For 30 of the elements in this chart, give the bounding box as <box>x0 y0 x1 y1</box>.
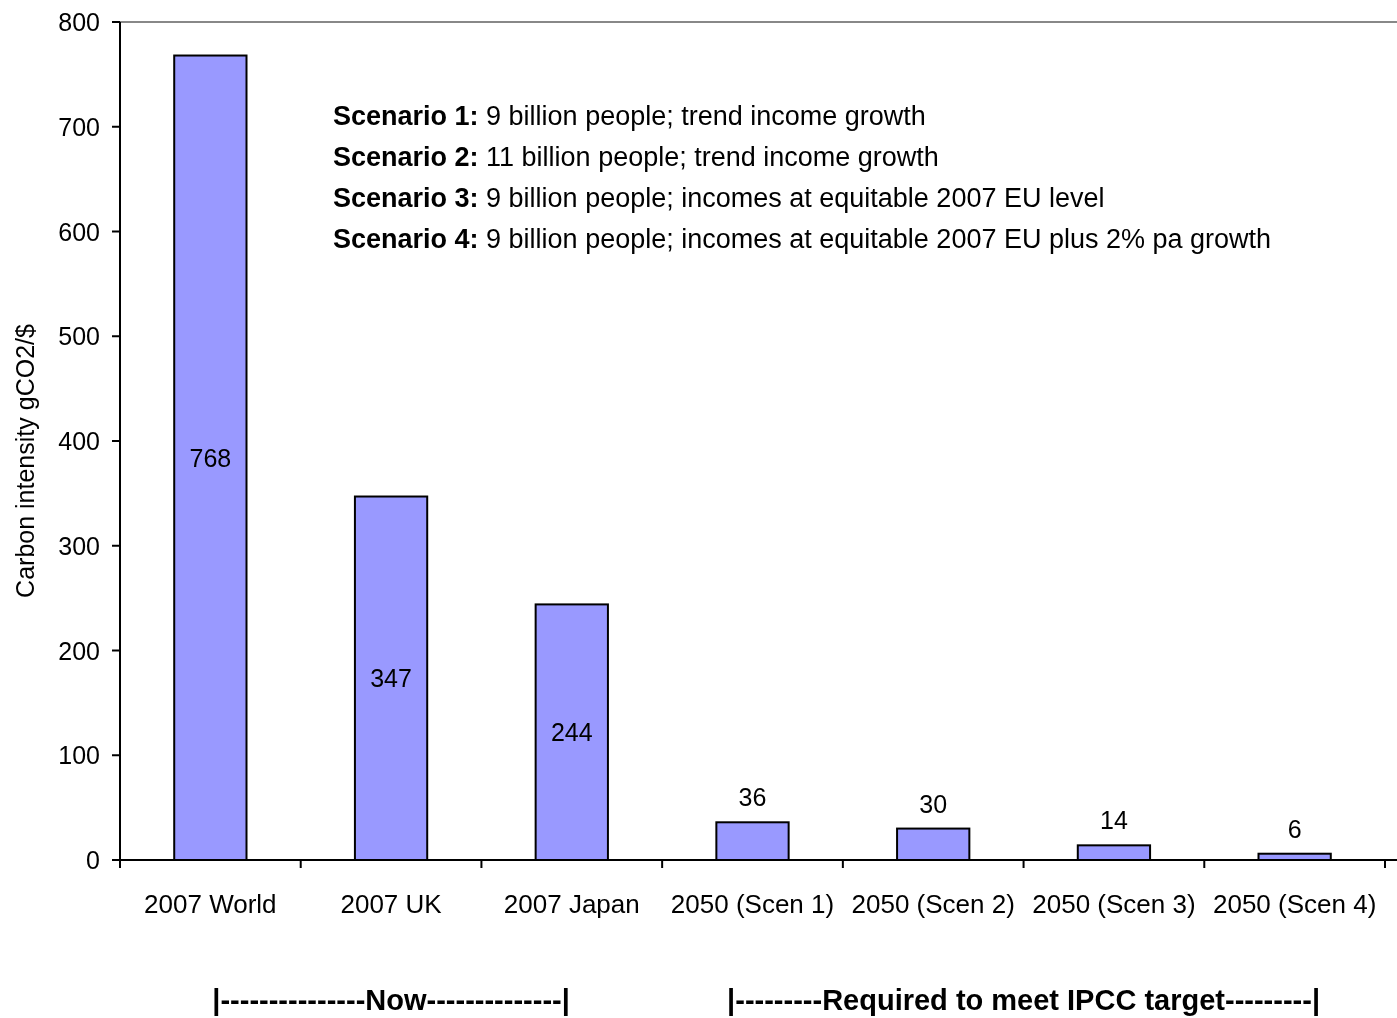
x-tick-label: 2050 (Scen 2) <box>851 889 1015 919</box>
annotation: Scenario 3: 9 billion people; incomes at equitable 2007 EU level <box>333 183 1105 213</box>
data-label: 30 <box>919 789 948 818</box>
y-tick-label: 700 <box>58 112 100 141</box>
data-label: 36 <box>738 783 767 812</box>
data-label: 347 <box>370 664 412 693</box>
annotation: Scenario 1: 9 billion people; trend income growth <box>333 101 926 131</box>
x-tick-label: 2007 Japan <box>503 889 640 919</box>
y-axis-title: Carbon intensity gCO2/$ <box>11 324 39 598</box>
text: |---------Required to meet IPCC target---------| <box>727 984 1321 1016</box>
x-tick-label: 2007 UK <box>340 889 443 919</box>
text: |---------------Now--------------| <box>212 984 570 1016</box>
annotation: Scenario 2: 11 billion people; trend income growth <box>333 142 939 172</box>
y-tick-label: 200 <box>58 636 100 665</box>
y-tick-label: 600 <box>58 217 100 246</box>
y-tick-label: 300 <box>58 531 100 560</box>
data-label: 14 <box>1100 806 1128 835</box>
x-tick-label: 2050 (Scen 1) <box>670 889 835 919</box>
y-tick-label: 400 <box>58 427 100 455</box>
data-label: 768 <box>189 443 232 472</box>
data-label: 6 <box>1287 814 1302 843</box>
x-tick-label: 2007 World <box>144 889 277 919</box>
data-label: 244 <box>550 718 593 747</box>
annotation: Scenario 4: 9 billion people; incomes at equitable 2007 EU plus 2% pa growth <box>333 224 1272 254</box>
x-tick-label: 2050 (Scen 3) <box>1032 889 1196 919</box>
y-tick-label: 0 <box>86 846 100 874</box>
y-tick-label: 500 <box>58 322 100 351</box>
y-tick-label: 800 <box>58 8 100 36</box>
y-tick-label: 100 <box>58 741 100 770</box>
x-tick-label: 2050 (Scen 4) <box>1212 889 1377 919</box>
